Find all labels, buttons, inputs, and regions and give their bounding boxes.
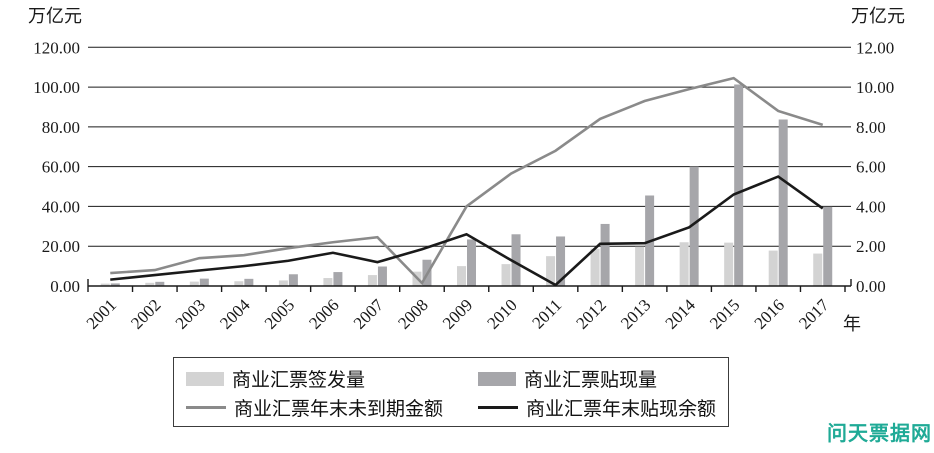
year-label: 2002	[127, 295, 164, 332]
left-axis-tick-label: 40.00	[42, 197, 80, 216]
watermark: 问天票据网	[827, 423, 932, 445]
bar	[234, 281, 244, 286]
bar	[813, 253, 823, 286]
chart-legend: 商业汇票签发量 商业汇票贴现量 商业汇票年末未到期金额 商业汇票年末贴现余额	[173, 357, 729, 427]
year-label: 2016	[751, 295, 788, 332]
legend-label-outstanding-amount: 商业汇票年末未到期金额	[234, 399, 444, 420]
year-label: 2005	[261, 295, 298, 332]
discount-volume-bar-swatch-icon	[478, 371, 516, 386]
bar	[635, 246, 645, 286]
bar	[155, 281, 165, 286]
axis-tick-labels: 0.00 20.00 40.00 60.00 80.00 100.00 120.00 0.00…	[33, 38, 894, 333]
bar	[778, 119, 788, 287]
year-label: 2009	[439, 295, 476, 332]
bar	[278, 280, 288, 286]
year-label: 2004	[216, 295, 254, 333]
bar	[244, 278, 254, 286]
bar	[189, 281, 199, 286]
year-label: 2008	[394, 295, 431, 332]
year-label: 2012	[572, 295, 609, 332]
year-label: 2014	[661, 295, 699, 333]
legend-label-issuance: 商业汇票签发量	[232, 370, 366, 391]
legend-item-issuance: 商业汇票签发量	[186, 365, 478, 392]
bar	[724, 242, 734, 286]
bar	[199, 278, 209, 286]
line-series	[110, 76, 824, 287]
right-axis-tick-label: 4.00	[856, 197, 886, 216]
left-axis-tick-label: 100.00	[33, 78, 80, 97]
legend-item-outstanding-amount: 商业汇票年末未到期金额	[186, 394, 478, 421]
bar	[323, 278, 333, 286]
bar-series	[100, 84, 833, 287]
bar	[145, 282, 155, 286]
issuance-bar-swatch-icon	[186, 371, 224, 386]
bar	[679, 242, 689, 286]
discount-balance-line-swatch-icon	[478, 406, 518, 409]
bar	[110, 283, 120, 286]
year-label: 2006	[305, 295, 342, 332]
bar	[590, 248, 600, 286]
year-label: 2001	[83, 295, 120, 332]
axis-frame	[87, 279, 852, 292]
data-line	[110, 175, 824, 287]
bar	[288, 274, 298, 286]
bar	[823, 206, 833, 286]
bar	[457, 266, 466, 286]
right-axis-tick-label: 0.00	[856, 277, 886, 296]
bar	[734, 84, 744, 287]
legend-label-discount-volume: 商业汇票贴现量	[524, 370, 658, 391]
legend-item-discount-balance: 商业汇票年末贴现余额	[478, 394, 716, 421]
year-label: 2003	[172, 295, 209, 332]
left-axis-tick-label: 60.00	[42, 158, 80, 177]
bar	[333, 272, 343, 286]
legend-label-discount-balance: 商业汇票年末贴现余额	[526, 399, 717, 420]
bar	[467, 239, 476, 286]
right-axis-tick-label: 6.00	[856, 158, 886, 177]
bar	[600, 223, 610, 286]
bar	[100, 283, 110, 286]
bar	[556, 236, 566, 286]
year-label: 2017	[795, 295, 833, 333]
bar	[367, 275, 377, 286]
year-label: 2010	[483, 295, 520, 332]
legend-item-discount-volume: 商业汇票贴现量	[478, 365, 716, 392]
x-axis-unit-label: 年	[843, 314, 861, 334]
right-axis-tick-label: 8.00	[856, 118, 886, 137]
left-axis-tick-label: 0.00	[50, 277, 80, 296]
bar	[689, 166, 699, 286]
bar	[768, 250, 778, 286]
left-axis-tick-label: 80.00	[42, 118, 80, 137]
data-line	[110, 76, 824, 286]
bar	[546, 256, 556, 286]
right-axis-tick-label: 2.00	[856, 237, 886, 256]
right-axis-tick-label: 10.00	[856, 78, 894, 97]
left-axis-tick-label: 20.00	[42, 237, 80, 256]
year-label: 2013	[617, 295, 654, 332]
combo-chart: 万亿元 万亿元 年 0.00 20.00 40.00 60.00 80.00 100.00…	[28, 6, 905, 334]
right-axis-tick-label: 12.00	[856, 38, 894, 57]
gridlines	[88, 46, 851, 247]
bar	[511, 234, 521, 286]
year-label: 2011	[528, 295, 565, 332]
left-axis-unit-label: 万亿元	[28, 6, 82, 26]
year-label: 2007	[350, 295, 388, 333]
bar	[501, 264, 511, 286]
bar	[377, 266, 387, 286]
year-label: 2015	[706, 295, 743, 332]
left-axis-tick-label: 120.00	[33, 38, 80, 57]
outstanding-line-swatch-icon	[186, 406, 226, 409]
right-axis-unit-label: 万亿元	[851, 6, 905, 26]
